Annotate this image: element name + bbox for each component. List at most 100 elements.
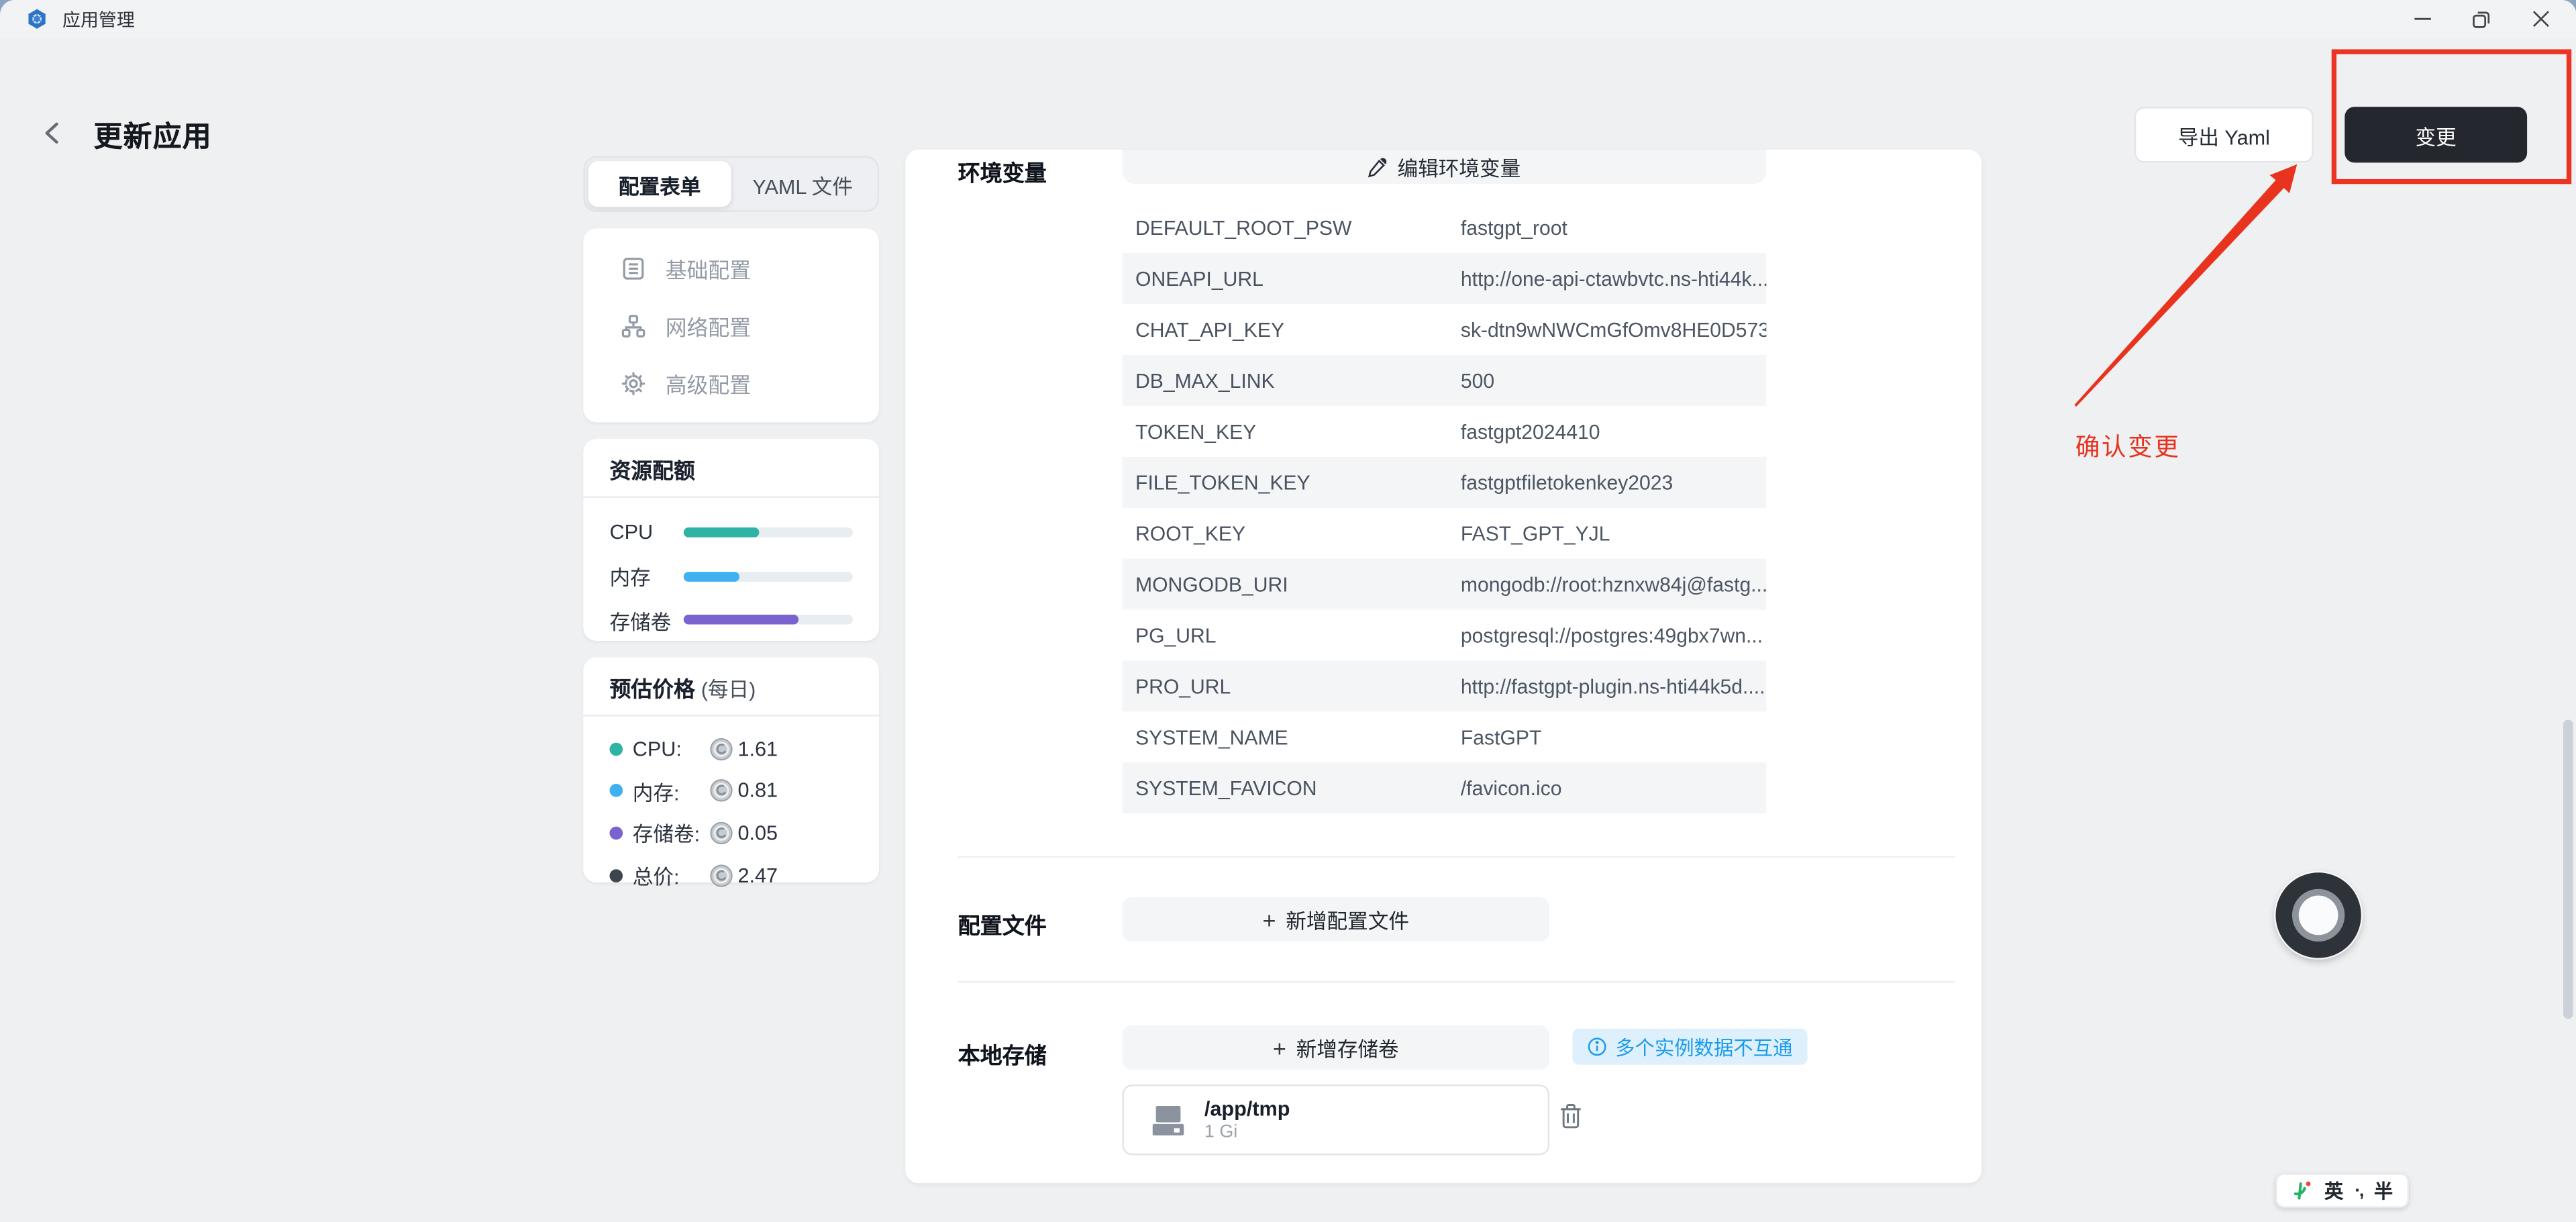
env-var-row: SYSTEM_NAME FastGPT: [1122, 711, 1766, 762]
coin-icon: [710, 780, 733, 803]
config-files-label: 配置文件: [958, 913, 1047, 939]
minimize-button[interactable]: [2392, 0, 2451, 38]
quota-label: 内存: [609, 567, 651, 591]
quota-row-storage: 存储卷: [609, 598, 853, 642]
coin-icon: [710, 864, 733, 886]
price-row-memory: 内存: 0.81: [609, 770, 852, 812]
menu-item-label: 基础配置: [665, 258, 752, 283]
env-var-row: FILE_TOKEN_KEY fastgptfiletokenkey2023: [1122, 456, 1767, 508]
menu-item-basic-config[interactable]: 基础配置: [583, 240, 879, 298]
storage-color-dot: [609, 826, 623, 840]
env-var-row: PRO_URL http://fastgpt-plugin.ns-hti44k5…: [1122, 660, 1767, 712]
plus-icon: +: [1262, 906, 1276, 933]
annotation-label: 确认变更: [2075, 434, 2181, 462]
env-var-value: FastGPT: [1460, 725, 1542, 749]
env-var-key: SYSTEM_FAVICON: [1135, 776, 1317, 800]
env-var-value: fastgpt_root: [1460, 216, 1567, 240]
pencil-icon: [1369, 157, 1388, 177]
cpu-color-dot: [609, 742, 623, 756]
ime-width-mode[interactable]: 半: [2374, 1182, 2393, 1203]
memory-color-dot: [609, 784, 623, 798]
memory-progress-fill: [683, 571, 739, 582]
env-var-row: PG_URL postgresql://postgres:49gbx7wn...: [1122, 609, 1766, 660]
env-var-row: SYSTEM_FAVICON /favicon.ico: [1122, 762, 1767, 814]
add-storage-volume-button[interactable]: + 新增存储卷: [1122, 1025, 1550, 1070]
env-var-value: mongodb://root:hznxw84j@fastg...: [1460, 572, 1767, 596]
price-value: 2.47: [737, 863, 778, 887]
plus-icon: +: [1272, 1034, 1286, 1061]
page-title: 更新应用: [93, 119, 212, 153]
env-var-value: 500: [1460, 368, 1495, 393]
add-config-file-button[interactable]: + 新增配置文件: [1122, 897, 1550, 942]
env-var-value: http://fastgpt-plugin.ns-hti44k5d....: [1460, 674, 1765, 698]
env-var-row: MONGODB_URI mongodb://root:hznxw84j@fast…: [1122, 558, 1767, 610]
env-var-value: fastgpt2024410: [1460, 419, 1600, 443]
ime-status-bar[interactable]: 英 ·, 半: [2275, 1173, 2409, 1208]
quota-row-cpu: CPU: [609, 511, 853, 555]
close-button[interactable]: [2511, 0, 2570, 38]
menu-item-network-config[interactable]: 网络配置: [583, 297, 879, 355]
env-var-value: postgresql://postgres:49gbx7wn...: [1460, 623, 1763, 647]
env-var-row: DEFAULT_ROOT_PSW fastgpt_root: [1122, 202, 1766, 253]
menu-item-label: 高级配置: [665, 372, 752, 398]
gear-icon: [621, 372, 646, 395]
price-label: CPU:: [632, 737, 682, 761]
tab-config-form[interactable]: 配置表单: [588, 160, 731, 207]
env-var-row: ONEAPI_URL http://one-api-ctawbvtc.ns-ht…: [1122, 253, 1767, 305]
ime-punct-mode[interactable]: ·,: [2355, 1180, 2364, 1201]
price-label: 存储卷:: [632, 823, 701, 848]
volume-size: 1 Gi: [1204, 1121, 1238, 1141]
ime-lang-mode[interactable]: 英: [2324, 1182, 2344, 1203]
env-var-key: PRO_URL: [1135, 674, 1231, 698]
env-var-key: FILE_TOKEN_KEY: [1135, 470, 1310, 494]
section-divider: [958, 980, 1955, 983]
menu-item-advanced-config[interactable]: 高级配置: [583, 355, 879, 413]
env-var-value: sk-dtn9wNWCmGfOmv8HE0D573...: [1460, 317, 1767, 342]
scrollbar-thumb[interactable]: [2563, 719, 2573, 1019]
env-var-key: ROOT_KEY: [1135, 521, 1246, 545]
memory-progress-track: [683, 571, 853, 582]
network-icon: [621, 315, 646, 338]
price-value: 1.61: [737, 737, 778, 761]
env-var-key: ONEAPI_URL: [1135, 266, 1264, 291]
env-var-row: ROOT_KEY FAST_GPT_YJL: [1122, 508, 1766, 559]
env-var-value: http://one-api-ctawbvtc.ns-hti44k...: [1460, 266, 1767, 291]
export-yaml-button[interactable]: 导出 Yaml: [2134, 107, 2314, 163]
volume-info: /app/tmp 1 Gi: [1204, 1097, 1290, 1143]
storage-progress-track: [683, 615, 853, 625]
config-mode-tabs: 配置表单 YAML 文件: [583, 156, 880, 212]
env-var-row: CHAT_API_KEY sk-dtn9wNWCmGfOmv8HE0D573..…: [1122, 304, 1766, 355]
env-var-key: PG_URL: [1135, 623, 1217, 647]
floating-assist-ring[interactable]: [2275, 872, 2361, 958]
quota-row-memory: 内存: [609, 554, 853, 598]
menu-item-label: 网络配置: [665, 315, 752, 340]
ime-logo-icon: [2293, 1181, 2310, 1200]
coin-icon: [710, 821, 733, 845]
edit-env-vars-button[interactable]: 编辑环境变量: [1122, 149, 1767, 185]
cpu-progress-fill: [683, 527, 760, 538]
app-logo-icon: [28, 9, 46, 29]
resource-quota-card: 资源配额 CPU 内存 存储卷: [583, 438, 880, 642]
window-controls: [2392, 0, 2569, 38]
local-storage-label: 本地存储: [958, 1043, 1047, 1068]
price-row-cpu: CPU: 1.61: [609, 728, 852, 770]
restore-button[interactable]: [2451, 0, 2510, 38]
env-var-key: CHAT_API_KEY: [1135, 317, 1285, 342]
env-var-key: TOKEN_KEY: [1135, 419, 1257, 443]
storage-progress-fill: [683, 615, 799, 625]
resource-quota-rows: CPU 内存 存储卷: [583, 498, 879, 642]
env-var-row: TOKEN_KEY fastgpt2024410: [1122, 406, 1766, 457]
env-var-key: DEFAULT_ROOT_PSW: [1135, 216, 1352, 240]
change-button[interactable]: 变更: [2345, 107, 2528, 163]
storage-volume-item[interactable]: /app/tmp 1 Gi: [1122, 1084, 1550, 1156]
back-button[interactable]: [40, 120, 66, 146]
tab-yaml-file[interactable]: YAML 文件: [752, 174, 854, 199]
cpu-progress-track: [683, 527, 853, 538]
env-vars-table: DEFAULT_ROOT_PSW fastgpt_root ONEAPI_URL…: [1122, 202, 1767, 814]
delete-volume-icon[interactable]: [1559, 1103, 1582, 1129]
env-var-value: /favicon.ico: [1460, 776, 1562, 800]
info-icon: [1588, 1037, 1606, 1056]
document-icon: [623, 258, 644, 280]
